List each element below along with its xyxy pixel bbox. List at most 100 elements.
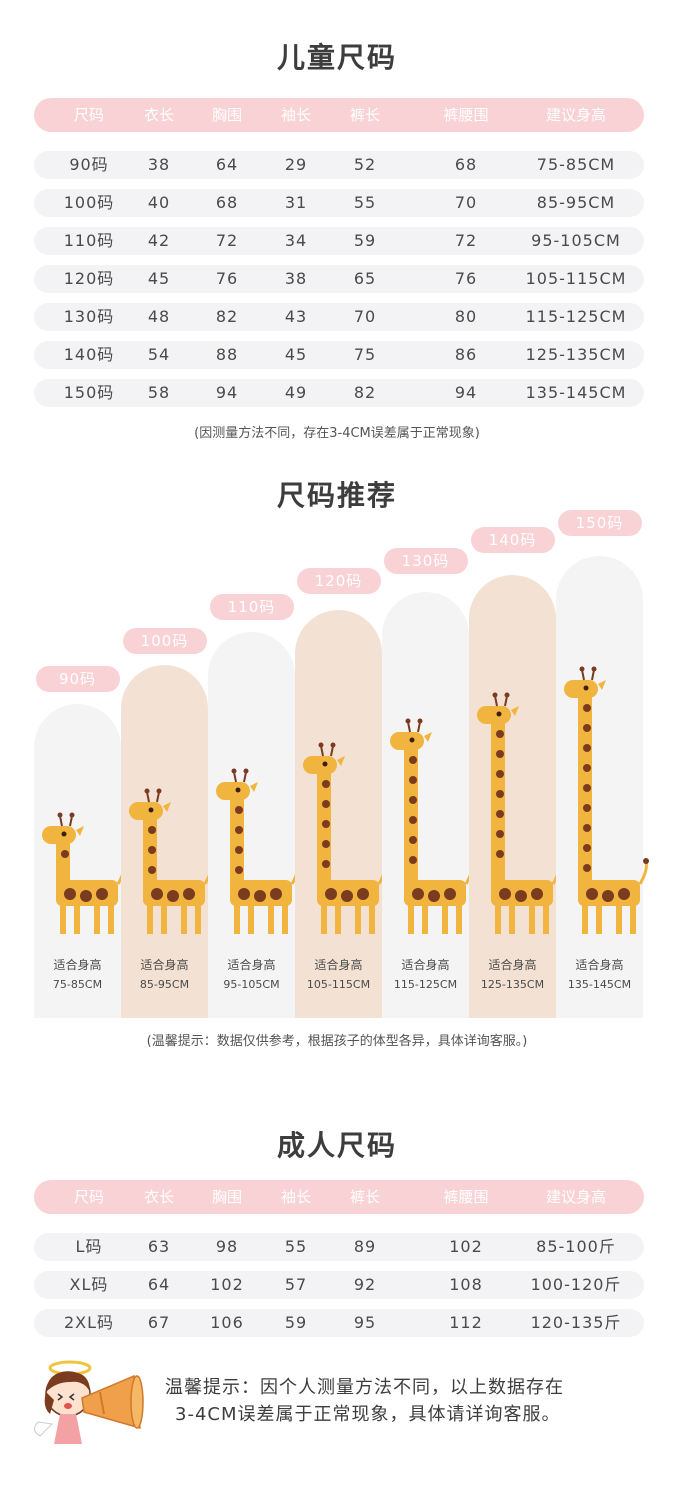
header-length: 衣长 [143,1188,175,1206]
table-cell: 38 [147,155,171,174]
fit-height-label: 适合身高 [314,958,363,972]
giraffe-icon [40,812,130,944]
height-column [382,592,469,1018]
table-cell: 106 [210,1313,244,1332]
tip-line-2: 3-4CM误差属于正常现象，具体请详询客服。 [175,1404,561,1425]
table-cell: 130码 [63,307,115,326]
giraffe-icon [388,718,478,944]
table-cell: 31 [284,193,308,212]
table-cell: L码 [75,1237,103,1256]
table-cell: 95 [353,1313,377,1332]
tip-line-1: 温馨提示：因个人测量方法不同，以上数据存在 [165,1377,564,1398]
size-pill: 150码 [557,510,642,536]
table-cell: 112 [449,1313,483,1332]
fit-height-range: 135-145CM [567,978,632,991]
recommend-title: 尺码推荐 [276,479,397,512]
fit-height-range: 125-135CM [480,978,545,991]
fit-height-label: 适合身高 [575,958,624,972]
table-cell: 40 [147,193,171,212]
table-cell: 98 [215,1237,239,1256]
table-cell: 102 [449,1237,483,1256]
height-column [34,704,121,1018]
table-row: 150码 58 94 49 82 94 135-145CM [34,379,644,407]
table-cell: 68 [454,155,478,174]
table-cell: 100-120斤 [530,1275,622,1294]
table-cell: 2XL码 [63,1313,115,1332]
table-row: 130码 48 82 43 70 80 115-125CM [34,303,644,331]
table-cell: XL码 [69,1275,109,1294]
recommend-note: (温馨提示：数据仅供参考，根据孩子的体型各异，具体详询客服。) [146,1034,528,1049]
table-cell: 94 [215,383,239,402]
table-row: 90码 38 64 29 52 68 75-85CM [34,151,644,179]
size-pill: 140码 [470,527,555,553]
table-cell: 89 [353,1237,377,1256]
table-cell: 85-100斤 [536,1237,616,1256]
table-cell: 110码 [63,231,115,250]
fit-height-range: 85-95CM [139,978,190,991]
table-row: 120码 45 76 38 65 76 105-115CM [34,265,644,293]
table-cell: 105-115CM [525,269,627,288]
table-cell: 135-145CM [525,383,627,402]
table-cell: 76 [454,269,478,288]
table-cell: 68 [215,193,239,212]
giraffe-icon [127,788,217,944]
fit-height-range: 75-85CM [52,978,103,991]
header-height: 建议身高 [545,106,607,124]
table-cell: 72 [215,231,239,250]
table-cell: 54 [147,345,171,364]
table-cell: 59 [284,1313,308,1332]
table-cell: 34 [284,231,308,250]
table-cell: 72 [454,231,478,250]
table-cell: 49 [284,383,308,402]
height-column [295,610,382,1018]
table-cell: 92 [353,1275,377,1294]
table-row: L码 63 98 55 89 102 85-100斤 [34,1233,644,1261]
table-row: 2XL码 67 106 59 95 112 120-135斤 [34,1309,644,1337]
size-pill: 100码 [122,628,207,654]
header-size: 尺码 [73,106,105,124]
table-cell: 150码 [63,383,115,402]
table-cell: 95-105CM [531,231,621,250]
fit-height-range: 95-105CM [223,978,280,991]
header-pants: 裤长 [349,106,381,124]
table-cell: 59 [353,231,377,250]
header-chest: 胸围 [211,106,243,124]
table-cell: 65 [353,269,377,288]
table-cell: 63 [147,1237,171,1256]
header-chest: 胸围 [211,1188,243,1206]
kids-table-note: (因测量方法不同，存在3-4CM误差属于正常现象) [194,426,480,441]
size-pill: 130码 [383,548,468,574]
header-sleeve: 袖长 [280,106,312,124]
bottom-tip: 温馨提示：因个人测量方法不同，以上数据存在 3-4CM误差属于正常现象，具体请详… [165,1374,645,1428]
table-cell: 45 [284,345,308,364]
table-cell: 55 [353,193,377,212]
table-cell: 140码 [63,345,115,364]
kids-table-header: 尺码 衣长 胸围 袖长 裤长 裤腰围 建议身高 [34,98,644,132]
size-pill: 110码 [209,594,294,620]
table-cell: 102 [210,1275,244,1294]
table-cell: 120-135斤 [530,1313,622,1332]
table-cell: 125-135CM [525,345,627,364]
table-cell: 120码 [63,269,115,288]
giraffe-icon [214,768,304,944]
size-pill: 90码 [35,666,120,692]
fit-height-label: 适合身高 [53,958,102,972]
table-cell: 52 [353,155,377,174]
fit-height-label: 适合身高 [401,958,450,972]
fit-height-range: 105-115CM [306,978,371,991]
fit-height-range: 115-125CM [393,978,458,991]
table-cell: 43 [284,307,308,326]
table-cell: 90码 [69,155,109,174]
table-cell: 64 [147,1275,171,1294]
giraffe-icon [301,742,391,944]
header-size: 尺码 [73,1188,105,1206]
table-cell: 67 [147,1313,171,1332]
table-cell: 94 [454,383,478,402]
giraffe-icon [562,666,652,944]
header-pants: 裤长 [349,1188,381,1206]
table-cell: 86 [454,345,478,364]
size-pill: 120码 [296,568,381,594]
kids-size-title: 儿童尺码 [276,41,397,74]
table-row: 110码 42 72 34 59 72 95-105CM [34,227,644,255]
adult-size-title: 成人尺码 [276,1129,397,1162]
